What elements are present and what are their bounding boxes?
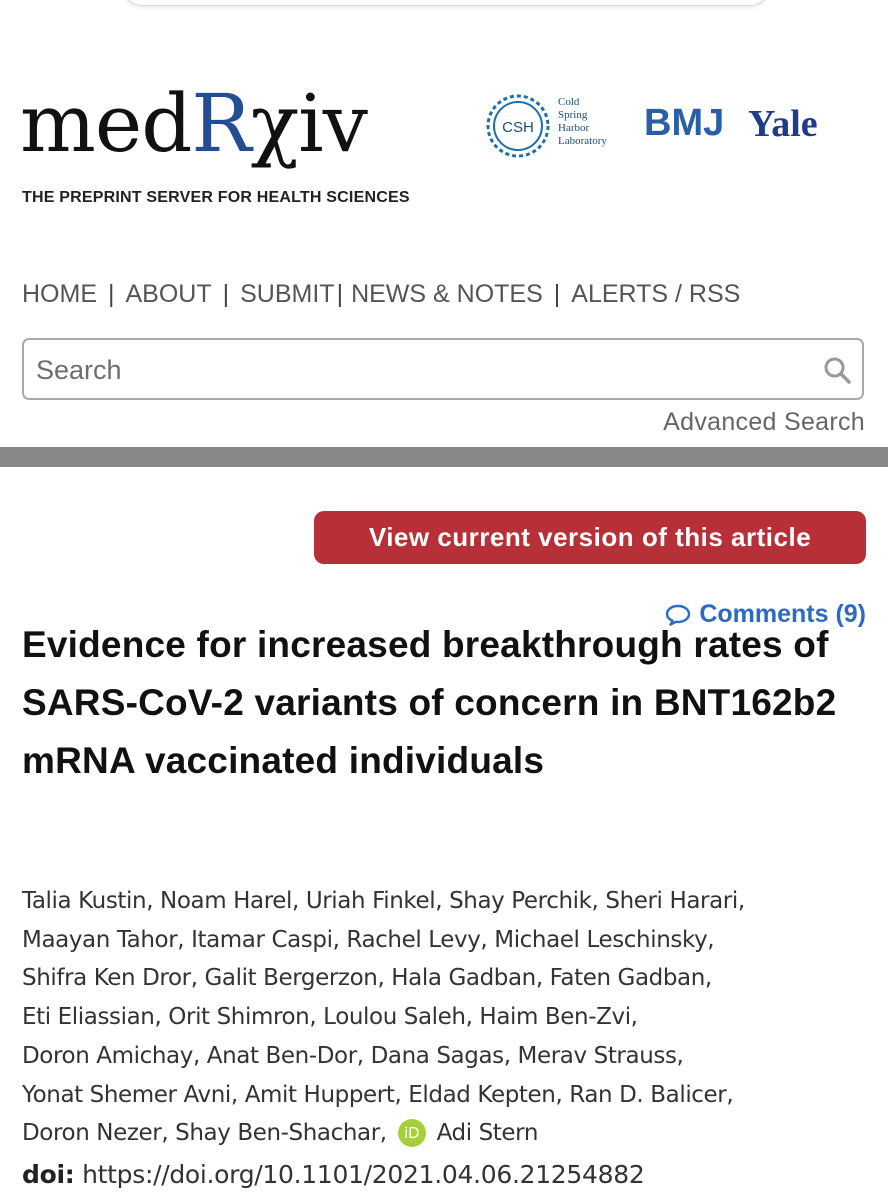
author-line-last: Doron Nezer, Shay Ben-Shachar, iD Adi St… <box>22 1114 872 1153</box>
author-line: Yonat Shemer Avni, Amit Huppert, Eldad K… <box>22 1081 734 1108</box>
nav-item-about[interactable]: ABOUT <box>125 280 212 308</box>
logo-text-r: R <box>191 77 251 170</box>
logo-text-med: med <box>20 77 192 170</box>
bmj-logo[interactable]: BMJ <box>644 102 725 144</box>
medrxiv-logo[interactable]: medRχiv <box>20 84 368 164</box>
article-title: Evidence for increased breakthrough rate… <box>22 624 837 781</box>
csh-initials: CSH <box>502 119 534 136</box>
comments-link[interactable]: Comments (9) <box>665 600 866 629</box>
comment-bubble-icon <box>666 604 691 626</box>
author-line: Maayan Tahor, Itamar Caspi, Rachel Levy,… <box>22 926 715 953</box>
csh-name: Cold Spring Harbor Laboratory <box>558 96 607 148</box>
browser-address-bar[interactable] <box>120 0 772 6</box>
csh-name-line: Harbor <box>558 122 590 134</box>
view-current-version-button[interactable]: View current version of this article <box>314 511 866 564</box>
csh-name-line: Cold <box>558 96 580 108</box>
nav-separator: | <box>336 280 344 308</box>
nav-item-submit[interactable]: SUBMIT <box>240 280 335 308</box>
main-nav: HOME | ABOUT | SUBMIT| NEWS & NOTES | ALERTS / … <box>22 280 740 309</box>
nav-separator: | <box>108 280 115 308</box>
search-box <box>22 338 864 400</box>
orcid-icon[interactable]: iD <box>397 1119 426 1148</box>
author-adi-stern[interactable]: Adi Stern <box>436 1120 539 1147</box>
doi-label: doi: <box>22 1160 75 1189</box>
site-tagline: THE PREPRINT SERVER FOR HEALTH SCIENCES <box>22 189 410 206</box>
search-icon[interactable] <box>822 355 852 385</box>
csh-name-line: Spring <box>558 109 588 121</box>
yale-logo[interactable]: Yale <box>748 103 818 145</box>
author-line: Shifra Ken Dror, Galit Bergerzon, Hala G… <box>22 965 712 992</box>
nav-item-alerts-rss[interactable]: ALERTS / RSS <box>571 280 741 308</box>
author-line: Eti Eliassian, Orit Shimron, Loulou Sale… <box>22 1004 638 1031</box>
author-line: Talia Kustin, Noam Harel, Uriah Finkel, … <box>22 888 745 914</box>
nav-separator: | <box>222 280 230 308</box>
author-list: Talia Kustin, Noam Harel, Uriah Finkel, … <box>22 882 872 1153</box>
comments-label: Comments (9) <box>699 600 866 628</box>
logo-text-xiv: χiv <box>250 77 368 170</box>
nav-item-home[interactable]: HOME <box>22 280 97 308</box>
search-input[interactable] <box>34 349 808 391</box>
csh-name-line: Laboratory <box>558 135 607 147</box>
author-line-prefix: Doron Nezer, Shay Ben-Shachar, <box>22 1120 387 1147</box>
header-divider <box>0 447 888 467</box>
advanced-search-link[interactable]: Advanced Search <box>663 408 865 436</box>
author-line: Doron Amichay, Anat Ben-Dor, Dana Sagas,… <box>22 1042 684 1069</box>
nav-separator: | <box>553 280 561 308</box>
nav-item-news-notes[interactable]: NEWS & NOTES <box>351 280 543 308</box>
doi-link[interactable]: https://doi.org/10.1101/2021.04.06.21254… <box>82 1160 645 1189</box>
doi-line: doi: https://doi.org/10.1101/2021.04.06.… <box>22 1160 645 1189</box>
csh-logo-icon[interactable]: CSH <box>484 92 552 160</box>
